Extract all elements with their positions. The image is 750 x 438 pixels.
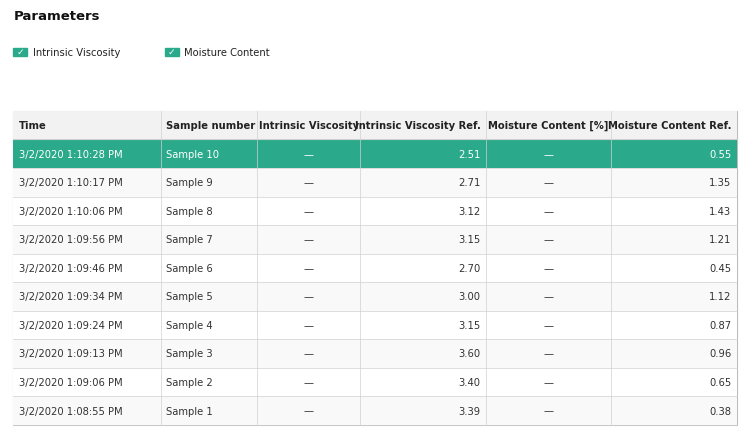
Text: 3/2/2020 1:09:34 PM: 3/2/2020 1:09:34 PM [19,292,122,302]
Text: 2.51: 2.51 [458,149,481,159]
Text: —: — [543,292,554,302]
Text: Sample 8: Sample 8 [166,206,213,216]
Bar [13,226,736,254]
Text: 3/2/2020 1:09:13 PM: 3/2/2020 1:09:13 PM [19,349,122,359]
Text: 3/2/2020 1:10:17 PM: 3/2/2020 1:10:17 PM [19,178,122,188]
Text: 0.55: 0.55 [709,149,731,159]
Bar [13,311,736,339]
Text: —: — [543,406,554,416]
Text: 2.71: 2.71 [458,178,481,188]
Text: 1.12: 1.12 [709,292,731,302]
Text: Sample 3: Sample 3 [166,349,213,359]
Bar [165,49,178,57]
Text: 3/2/2020 1:09:06 PM: 3/2/2020 1:09:06 PM [19,377,122,387]
Text: Sample 2: Sample 2 [166,377,213,387]
Text: —: — [304,149,313,159]
Text: —: — [543,178,554,188]
Text: —: — [304,320,313,330]
Text: 3.12: 3.12 [458,206,481,216]
Text: 0.38: 0.38 [710,406,731,416]
Text: Sample 7: Sample 7 [166,235,213,245]
Text: ✓: ✓ [168,48,176,57]
Text: Time: Time [19,121,46,131]
Bar [13,49,27,57]
Text: Intrinsic Viscosity: Intrinsic Viscosity [33,48,120,57]
Text: —: — [304,377,313,387]
Text: Sample 6: Sample 6 [166,263,213,273]
Text: —: — [304,349,313,359]
Text: —: — [304,263,313,273]
Text: Sample 1: Sample 1 [166,406,213,416]
Text: 3.00: 3.00 [458,292,481,302]
Text: Sample 4: Sample 4 [166,320,213,330]
Text: —: — [543,206,554,216]
Text: Sample 5: Sample 5 [166,292,213,302]
Text: 3/2/2020 1:08:55 PM: 3/2/2020 1:08:55 PM [19,406,122,416]
Bar [13,197,736,226]
Text: 3.60: 3.60 [458,349,481,359]
Text: Moisture Content: Moisture Content [184,48,270,57]
Text: —: — [304,178,313,188]
Bar [13,169,736,197]
Bar [13,112,736,425]
Bar [13,283,736,311]
Bar [13,140,736,169]
Text: Parameters: Parameters [13,10,100,23]
Text: 3.15: 3.15 [458,235,481,245]
Bar [13,339,736,368]
Text: 1.35: 1.35 [709,178,731,188]
Text: 3.39: 3.39 [458,406,481,416]
Text: —: — [304,292,313,302]
Bar [13,254,736,283]
Text: Intrinsic Viscosity Ref.: Intrinsic Viscosity Ref. [355,121,481,131]
Text: 0.96: 0.96 [709,349,731,359]
Text: 0.45: 0.45 [709,263,731,273]
Text: Moisture Content Ref.: Moisture Content Ref. [608,121,731,131]
Text: —: — [304,235,313,245]
Text: 3/2/2020 1:09:24 PM: 3/2/2020 1:09:24 PM [19,320,122,330]
Text: —: — [304,406,313,416]
Text: —: — [543,149,554,159]
Text: Moisture Content [%]: Moisture Content [%] [488,121,608,131]
Text: Sample number: Sample number [166,121,256,131]
Bar [13,396,736,425]
Text: Sample 9: Sample 9 [166,178,213,188]
Text: —: — [543,377,554,387]
Text: Sample 10: Sample 10 [166,149,219,159]
Text: 3/2/2020 1:09:46 PM: 3/2/2020 1:09:46 PM [19,263,122,273]
Text: 0.65: 0.65 [709,377,731,387]
Text: 1.21: 1.21 [709,235,731,245]
Text: 3.40: 3.40 [458,377,481,387]
Text: 2.70: 2.70 [458,263,481,273]
Text: —: — [543,263,554,273]
Text: 1.43: 1.43 [709,206,731,216]
Text: 3/2/2020 1:09:56 PM: 3/2/2020 1:09:56 PM [19,235,122,245]
Text: 0.87: 0.87 [709,320,731,330]
Text: 3/2/2020 1:10:28 PM: 3/2/2020 1:10:28 PM [19,149,122,159]
Text: 3/2/2020 1:10:06 PM: 3/2/2020 1:10:06 PM [19,206,122,216]
Text: 3.15: 3.15 [458,320,481,330]
Text: —: — [543,235,554,245]
Text: Intrinsic Viscosity: Intrinsic Viscosity [259,121,358,131]
Text: —: — [304,206,313,216]
Bar [13,112,736,140]
Bar [13,368,736,396]
Text: —: — [543,320,554,330]
Text: —: — [543,349,554,359]
Text: ✓: ✓ [16,48,24,57]
